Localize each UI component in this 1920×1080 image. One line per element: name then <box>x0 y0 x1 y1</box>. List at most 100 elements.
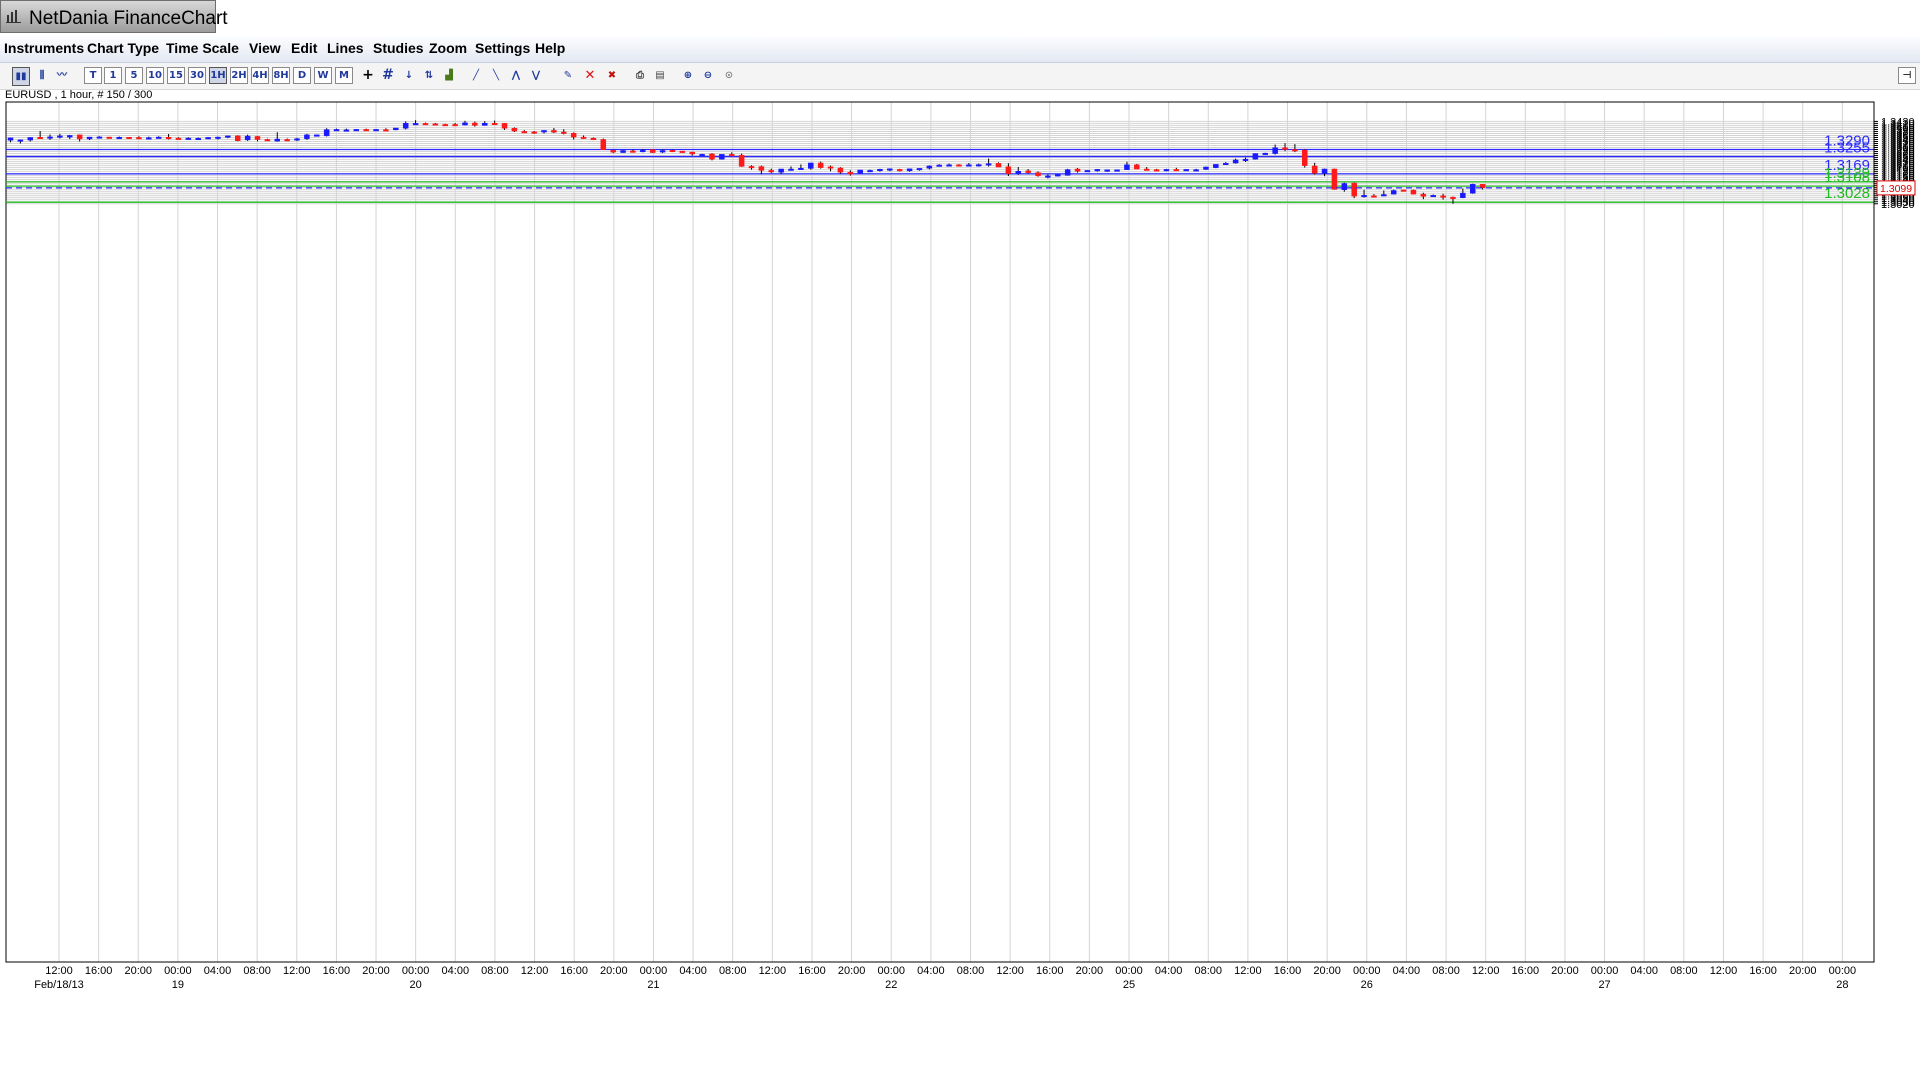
draw-line-icon-2[interactable]: ╲ <box>492 70 500 81</box>
bar-chart-icon[interactable]: ⫼ <box>39 70 45 81</box>
candle-body <box>1084 170 1091 173</box>
time-tick-label: 20:00 <box>1076 965 1104 977</box>
candle <box>570 132 577 140</box>
candle-body <box>1410 189 1417 195</box>
timeframe-10m-button[interactable]: 10 <box>146 67 164 84</box>
print-preview-icon[interactable]: ▤ <box>655 70 665 81</box>
candle-body <box>877 168 883 171</box>
menu-lines[interactable]: Lines <box>327 40 364 56</box>
candle-body <box>284 139 290 142</box>
app-chart-icon <box>6 10 21 23</box>
candle <box>442 123 448 127</box>
candle-body <box>590 138 597 141</box>
candle-body <box>916 168 923 171</box>
candle-body <box>1134 164 1140 170</box>
print-icon[interactable]: ⎙ <box>636 70 644 81</box>
timeframe-day-button[interactable]: D <box>293 67 311 84</box>
menu-chart-type[interactable]: Chart Type <box>87 40 160 56</box>
arrow-down-icon[interactable]: ↓ <box>404 70 414 81</box>
timeframe-4h-button[interactable]: 4H <box>251 67 269 84</box>
candle-body <box>580 136 587 139</box>
price-tick-label: 1.3050 <box>1881 193 1915 205</box>
timeframe-month-button[interactable]: M <box>335 67 353 84</box>
menu-edit[interactable]: Edit <box>291 40 318 56</box>
candle-body <box>472 122 478 126</box>
candle-body <box>1331 168 1338 190</box>
candle <box>67 134 73 140</box>
candle-body <box>975 164 982 167</box>
candlestick-chart-icon[interactable]: ▮▮ <box>12 67 30 86</box>
candle-body <box>570 133 577 138</box>
timeframe-2h-button[interactable]: 2H <box>230 67 248 84</box>
pin-icon[interactable]: ⊣ <box>1898 67 1916 84</box>
candle-body <box>412 123 419 126</box>
candle-body <box>323 129 330 137</box>
menu-view[interactable]: View <box>249 40 281 56</box>
candle-body <box>402 122 409 129</box>
candle <box>1005 163 1012 177</box>
candle <box>343 128 350 132</box>
menu-settings[interactable]: Settings <box>475 40 531 56</box>
grid-icon[interactable]: # <box>382 67 394 83</box>
candle <box>76 134 83 142</box>
zoom-in-icon[interactable]: ⊕ <box>683 70 693 81</box>
candle-body <box>1203 166 1209 170</box>
candle-body <box>86 136 93 140</box>
candle-body <box>1400 189 1407 192</box>
timeframe-1h-button[interactable]: 1H <box>209 67 227 84</box>
candle <box>155 136 162 139</box>
candle-body <box>215 136 221 139</box>
menu-time-scale[interactable]: Time Scale <box>166 40 239 56</box>
edit-line-icon[interactable]: ✎ <box>563 70 573 81</box>
menu-instruments[interactable]: Instruments <box>4 40 85 56</box>
timeframe-5m-button[interactable]: 5 <box>125 67 143 84</box>
timeframe-1m-button[interactable]: 1 <box>104 67 122 84</box>
draw-line-icon-4[interactable]: ⋁ <box>531 70 541 81</box>
candle <box>788 166 794 171</box>
candle <box>1381 190 1387 197</box>
scale-icon[interactable]: ⇅ <box>424 70 434 81</box>
candle <box>1134 163 1140 170</box>
draw-line-icon-1[interactable]: ╱ <box>472 70 480 81</box>
candle-body <box>551 130 557 133</box>
zoom-reset-icon[interactable]: ⊙ <box>724 70 734 81</box>
level-label-resistance: 1.3290 <box>1824 133 1870 150</box>
draw-line-icon-3[interactable]: ⋀ <box>511 70 521 81</box>
candle <box>758 165 765 175</box>
timeframe-tick-button[interactable]: T <box>84 67 102 84</box>
candle <box>86 136 93 141</box>
time-tick-label: 04:00 <box>1393 965 1421 977</box>
timeframe-30m-button[interactable]: 30 <box>188 67 206 84</box>
zoom-out-icon[interactable]: ⊖ <box>703 70 713 81</box>
candle <box>393 127 399 131</box>
candle-body <box>610 150 616 153</box>
window-title-bar: NetDania FinanceChart <box>0 0 228 33</box>
timeframe-week-button[interactable]: W <box>314 67 332 84</box>
candle-body <box>225 135 231 138</box>
menu-help[interactable]: Help <box>535 40 566 56</box>
candle <box>1153 168 1160 172</box>
menu-zoom[interactable]: Zoom <box>429 40 468 56</box>
candle <box>57 133 63 139</box>
volume-icon[interactable]: ▟ <box>445 70 453 81</box>
line-chart-icon[interactable]: 〰 <box>57 70 67 81</box>
crosshair-icon[interactable]: + <box>362 67 374 83</box>
timeframe-8h-button[interactable]: 8H <box>272 67 290 84</box>
candle <box>1400 189 1407 192</box>
time-tick-label: 00:00 <box>1115 965 1143 977</box>
delete-icon[interactable]: ✕ <box>584 68 596 83</box>
candle <box>1242 157 1249 162</box>
delete-all-icon[interactable]: ✖ <box>607 70 617 81</box>
price-tick-label: 1.3230 <box>1881 157 1915 169</box>
candle <box>1292 144 1298 153</box>
candle-body <box>659 150 666 153</box>
candle <box>659 149 666 153</box>
timeframe-15m-button[interactable]: 15 <box>167 67 185 84</box>
menu-studies[interactable]: Studies <box>373 40 424 56</box>
candle <box>294 137 300 142</box>
candle-body <box>175 137 182 140</box>
candle <box>1104 169 1110 172</box>
candle-body <box>1381 194 1387 197</box>
candle-body <box>817 162 824 168</box>
